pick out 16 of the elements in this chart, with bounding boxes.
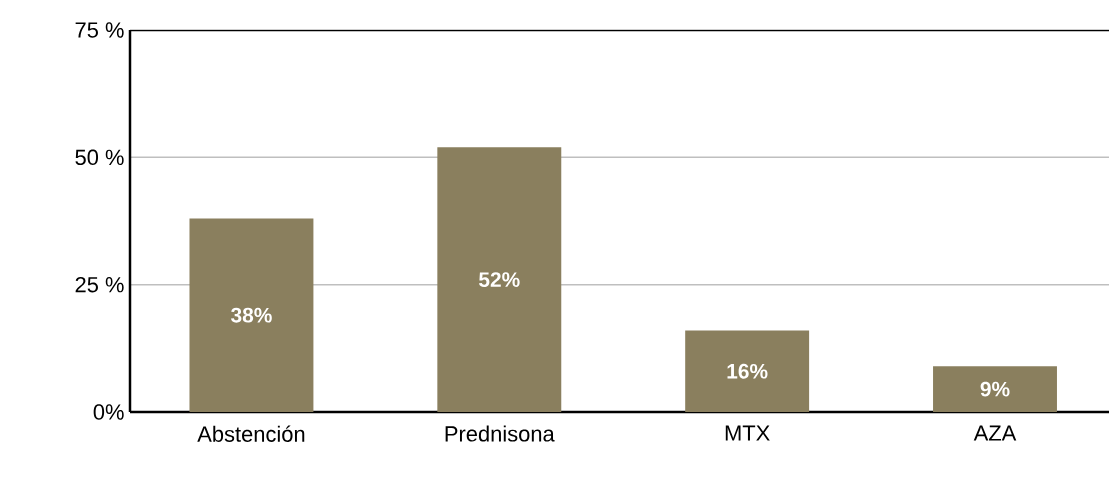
data-label: 38% bbox=[230, 307, 272, 323]
bar bbox=[933, 366, 1057, 412]
x-tick-label: MTX bbox=[725, 425, 770, 441]
bar bbox=[685, 330, 810, 412]
x-tick-label: AZA bbox=[973, 425, 1017, 441]
bar bbox=[437, 147, 562, 412]
y-tick-label: 25 % bbox=[75, 276, 124, 293]
x-tick-label: Abstención bbox=[197, 425, 305, 442]
y-tick-label: 0% bbox=[93, 404, 124, 420]
x-tick-label: Prednisona bbox=[445, 425, 555, 442]
data-label: 16% bbox=[727, 363, 768, 379]
y-tick-label: 50 % bbox=[75, 149, 124, 166]
bar bbox=[189, 218, 314, 412]
y-tick-label: 75 % bbox=[75, 22, 124, 38]
data-label: 9% bbox=[980, 381, 1010, 397]
data-label: 52% bbox=[479, 272, 520, 287]
